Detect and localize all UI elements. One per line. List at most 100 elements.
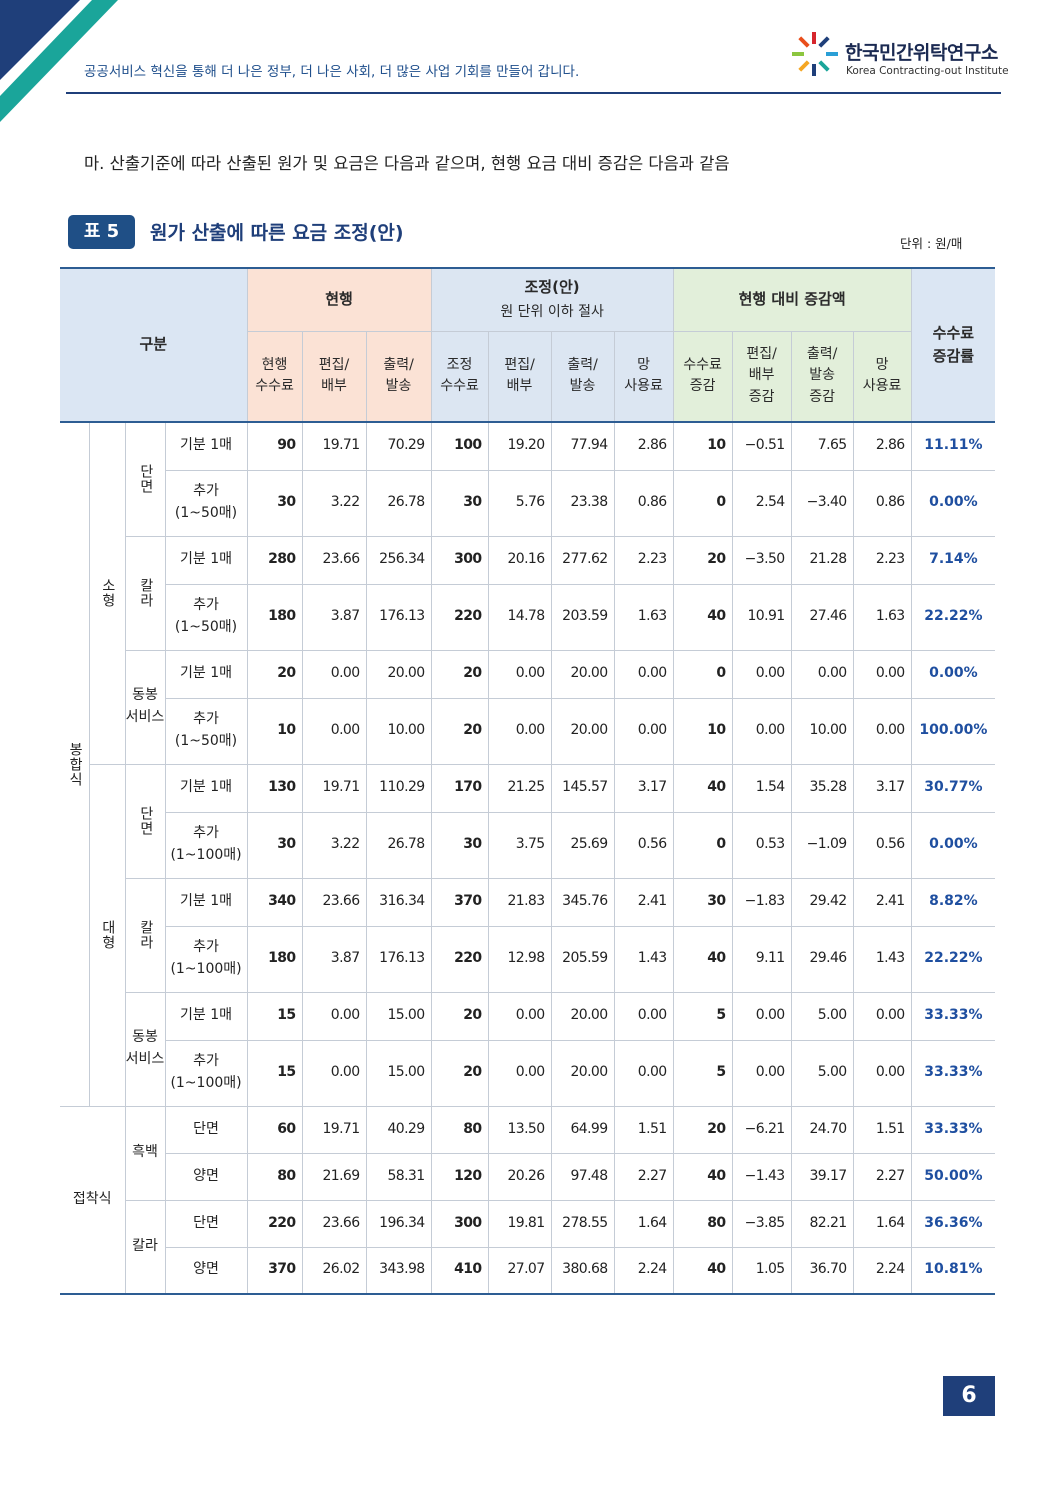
value-cell: 0.56 (852, 811, 912, 879)
value-cell: 90 (246, 421, 303, 471)
value-cell: −1.43 (731, 1152, 792, 1201)
rate-cell: 8.82% (910, 877, 996, 927)
header-cell: 수수료 증감률 (910, 267, 996, 423)
header-cell: 현행 대비 증감액 (672, 267, 912, 332)
value-cell: 26.02 (301, 1246, 367, 1295)
table-row: 칼라 기분 1매 280 23.66 256.34 300 20.16 277.62 2.23 2… (60, 535, 996, 651)
value-cell: 0 (672, 811, 733, 879)
section-label: 봉합식 (60, 421, 90, 1107)
value-cell: 27.07 (487, 1246, 552, 1295)
value-cell: 170 (430, 763, 489, 813)
value-cell: 20.16 (487, 535, 552, 585)
value-cell: 0.00 (731, 1039, 792, 1107)
value-cell: 0.00 (852, 991, 912, 1041)
value-cell: 20 (672, 535, 733, 585)
row-label: 단면 (164, 1199, 248, 1248)
value-cell: 10 (672, 697, 733, 765)
value-cell: 345.76 (550, 877, 615, 927)
subheader-cell: 편집/ 배부 (487, 330, 552, 423)
value-cell: 20 (430, 649, 489, 699)
table-title: 원가 산출에 따른 요금 조정(안) (150, 222, 404, 244)
value-cell: 0.00 (301, 1039, 367, 1107)
value-cell: 13.50 (487, 1105, 552, 1154)
header-cell: 구분 (60, 267, 248, 423)
value-cell: 203.59 (550, 583, 615, 651)
value-cell: 0.53 (731, 811, 792, 879)
value-cell: 12.98 (487, 925, 552, 993)
value-cell: 176.13 (365, 583, 432, 651)
value-cell: 0.00 (613, 649, 674, 699)
row-label: 추가 (1~50매) (165, 469, 248, 537)
value-cell: 5.00 (790, 991, 854, 1041)
value-cell: 1.43 (613, 925, 674, 993)
value-cell: 0.00 (852, 649, 912, 699)
value-cell: 20.00 (550, 1039, 615, 1107)
value-cell: 2.54 (731, 469, 792, 537)
value-cell: 20 (672, 1105, 733, 1154)
group-label: 칼라 (125, 1199, 166, 1295)
row-label: 양면 (165, 1246, 248, 1295)
value-cell: 14.78 (487, 583, 552, 651)
value-cell: 370 (246, 1246, 303, 1295)
value-cell: 1.51 (613, 1105, 674, 1154)
value-cell: 277.62 (550, 535, 615, 585)
value-cell: 316.34 (365, 877, 432, 927)
table-row: 추가 (1~100매) 30 3.22 26.78 30 3.75 25.69 0.56 0 0.… (60, 811, 996, 879)
subheader-cell: 망 사용료 (613, 330, 674, 423)
value-cell: 1.51 (852, 1105, 912, 1154)
group-label: 동봉 서비스 (125, 991, 166, 1107)
value-cell: 30 (430, 469, 489, 537)
row-label: 추가 (1~100매) (165, 1039, 248, 1107)
value-cell: 0.00 (301, 697, 367, 765)
table-row: 양면 370 26.02 343.98 410 27.07 380.68 2.24 40 1.05… (60, 1246, 996, 1295)
value-cell: 196.34 (365, 1199, 432, 1248)
value-cell: 39.17 (790, 1152, 854, 1201)
value-cell: 30 (246, 469, 303, 537)
value-cell: 220 (430, 925, 489, 993)
row-label: 기분 1매 (164, 535, 248, 585)
value-cell: 110.29 (365, 763, 432, 813)
table-row: 칼라 단면 220 23.66 196.34 300 19.81 278.55 1.64 80 −3… (60, 1199, 996, 1295)
rate-cell: 22.22% (910, 583, 996, 651)
subheader-cell: 수수료 증감 (672, 330, 733, 423)
value-cell: 0.00 (487, 1039, 552, 1107)
rate-cell: 22.22% (910, 925, 996, 993)
value-cell: 20.00 (550, 649, 615, 699)
value-cell: 29.46 (790, 925, 854, 993)
value-cell: 19.71 (301, 763, 367, 813)
value-cell: 2.23 (613, 535, 674, 585)
value-cell: 1.64 (852, 1199, 912, 1248)
table-row: 추가 (1~50매) 30 3.22 26.78 30 5.76 23.38 0.86 0 2.5… (60, 469, 996, 537)
value-cell: −3.85 (731, 1199, 792, 1248)
value-cell: 26.78 (365, 469, 432, 537)
value-cell: 82.21 (790, 1199, 854, 1248)
value-cell: 3.87 (301, 583, 367, 651)
value-cell: 0.00 (852, 1039, 912, 1107)
value-cell: 20 (430, 1039, 489, 1107)
value-cell: 20.00 (365, 649, 432, 699)
row-label: 양면 (165, 1152, 248, 1201)
value-cell: 15 (246, 991, 303, 1041)
value-cell: 60 (246, 1105, 303, 1154)
value-cell: 23.66 (301, 535, 367, 585)
value-cell: 2.24 (613, 1246, 674, 1295)
value-cell: 40 (672, 925, 733, 993)
value-cell: 220 (246, 1199, 303, 1248)
value-cell: 30 (430, 811, 489, 879)
logo-icon (792, 32, 838, 76)
value-cell: 340 (246, 877, 303, 927)
value-cell: 343.98 (365, 1246, 432, 1295)
value-cell: 1.05 (731, 1246, 792, 1295)
rate-cell: 11.11% (910, 421, 996, 471)
table-row: 추가 (1~100매) 15 0.00 15.00 20 0.00 20.00 0.00 5 0.… (60, 1039, 996, 1107)
logo-subtitle: Korea Contracting-out Institute (846, 65, 1009, 77)
intro-text: 마. 산출기준에 따라 산출된 원가 및 요금은 다음과 같으며, 현행 요금 … (84, 154, 730, 173)
unit-note: 단위 : 원/매 (900, 236, 963, 251)
value-cell: 30 (246, 811, 303, 879)
rate-cell: 7.14% (910, 535, 996, 585)
value-cell: 10.00 (365, 697, 432, 765)
value-cell: −6.21 (731, 1105, 792, 1154)
value-cell: 2.23 (852, 535, 912, 585)
value-cell: 64.99 (550, 1105, 615, 1154)
